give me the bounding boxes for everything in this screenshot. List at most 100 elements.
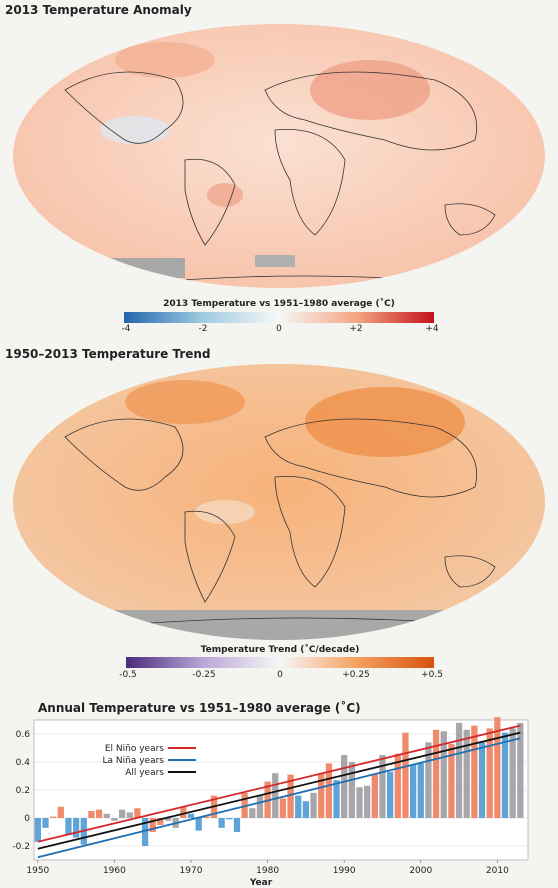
legend-label: La Niña years [103, 756, 165, 766]
trend-line-1 [37, 737, 521, 859]
bar-1960 [111, 818, 118, 821]
anomaly-tick: 0 [276, 324, 282, 334]
trend-tick: 0 [277, 670, 283, 680]
anomaly-colorbar-label: 2013 Temperature vs 1951–1980 average (˚… [163, 299, 395, 309]
bar-1995 [379, 755, 386, 818]
bar-2002 [432, 729, 440, 818]
bar-1954 [65, 818, 72, 835]
bar-1958 [95, 809, 103, 818]
bar-1978 [249, 808, 256, 818]
bar-1955 [72, 818, 80, 838]
trend-tick: +0.25 [342, 670, 370, 680]
bar-1985 [302, 801, 310, 818]
annual-temperature-chart: Annual Temperature vs 1951–1980 average … [12, 700, 529, 888]
bar-1959 [103, 813, 110, 818]
bar-2001 [425, 742, 432, 818]
x-tick-label: 1990 [333, 866, 356, 876]
bar-1996 [386, 771, 394, 818]
y-tick-label: 0.4 [16, 758, 31, 768]
bar-1983 [287, 774, 294, 818]
bar-1962 [126, 812, 133, 818]
bar-1994 [371, 774, 378, 818]
x-axis-label: Year [249, 878, 273, 888]
bar-2013 [517, 722, 524, 818]
bar-1963 [134, 808, 141, 818]
bar-1979 [256, 795, 264, 818]
bar-1950 [34, 818, 41, 842]
bar-2004 [448, 743, 455, 818]
bar-2000 [417, 763, 424, 818]
bar-1998 [402, 732, 409, 818]
bar-1966 [157, 818, 164, 825]
bar-2008 [478, 742, 486, 818]
bar-1961 [118, 809, 126, 818]
bar-1953 [57, 806, 64, 818]
bar-1967 [164, 818, 172, 821]
map-globe [13, 364, 545, 640]
bar-1989 [333, 780, 340, 818]
bar-1988 [325, 763, 333, 818]
bar-1969 [180, 806, 187, 818]
bar-1972 [203, 816, 210, 818]
bar-1990 [341, 755, 348, 818]
legend-label: El Niño years [105, 744, 164, 754]
map1-title: 2013 Temperature Anomaly [5, 3, 192, 17]
bar-1997 [394, 753, 401, 818]
bar-1987 [318, 773, 325, 818]
bar-1976 [233, 818, 241, 832]
trend-colorbar [126, 657, 434, 668]
chart-title: Annual Temperature vs 1951–1980 average … [38, 700, 361, 715]
x-tick-label: 2000 [409, 866, 432, 876]
anomaly-colorbar [124, 312, 434, 323]
trend-line-2 [37, 731, 521, 850]
anomaly-tick: +2 [349, 324, 363, 334]
bar-1952 [50, 816, 57, 818]
bar-1992 [356, 787, 363, 818]
bar-2011 [501, 732, 509, 818]
trend-tick: -0.5 [119, 670, 137, 680]
bar-1965 [149, 818, 156, 832]
trend-line-0 [37, 724, 521, 843]
trend-map [13, 364, 545, 640]
legend-label: All years [125, 768, 164, 778]
bar-2007 [471, 725, 478, 818]
anomaly-tick: -4 [121, 324, 131, 334]
continent-outline [64, 71, 496, 283]
bar-1982 [279, 798, 287, 818]
trend-tick: -0.25 [192, 670, 216, 680]
bar-2006 [463, 729, 470, 818]
x-tick-label: 1970 [180, 866, 203, 876]
anomaly-tick: -2 [198, 324, 208, 334]
bar-1984 [295, 795, 302, 818]
bar-2010 [494, 717, 501, 818]
bar-1975 [226, 818, 233, 820]
continent-outline [64, 418, 496, 625]
x-tick-label: 1980 [256, 866, 279, 876]
anomaly-tick: +4 [425, 324, 439, 334]
y-tick-label: 0 [24, 814, 30, 824]
x-tick-label: 1950 [26, 866, 49, 876]
bar-1974 [218, 818, 225, 828]
bar-1951 [42, 818, 49, 828]
anomaly-map [13, 24, 545, 288]
bar-1964 [141, 818, 149, 846]
bar-1971 [195, 818, 202, 831]
bar-2009 [486, 728, 493, 818]
map2-title: 1950–2013 Temperature Trend [5, 347, 211, 361]
y-tick-label: 0.6 [16, 730, 31, 740]
bar-2012 [509, 728, 516, 818]
bar-2005 [455, 722, 463, 818]
bar-1999 [409, 764, 417, 818]
bar-1986 [310, 792, 317, 818]
x-tick-label: 1960 [103, 866, 126, 876]
trend-colorbar-label: Temperature Trend (˚C/decade) [200, 645, 360, 655]
bar-1957 [88, 811, 95, 818]
trend-tick: +0.5 [421, 670, 443, 680]
y-tick-label: 0.2 [16, 786, 30, 796]
y-tick-label: -0.2 [12, 842, 30, 852]
bar-1991 [348, 762, 355, 818]
bar-1970 [187, 813, 195, 818]
x-tick-label: 2010 [486, 866, 509, 876]
bar-1993 [364, 785, 371, 818]
bar-2003 [440, 731, 447, 818]
